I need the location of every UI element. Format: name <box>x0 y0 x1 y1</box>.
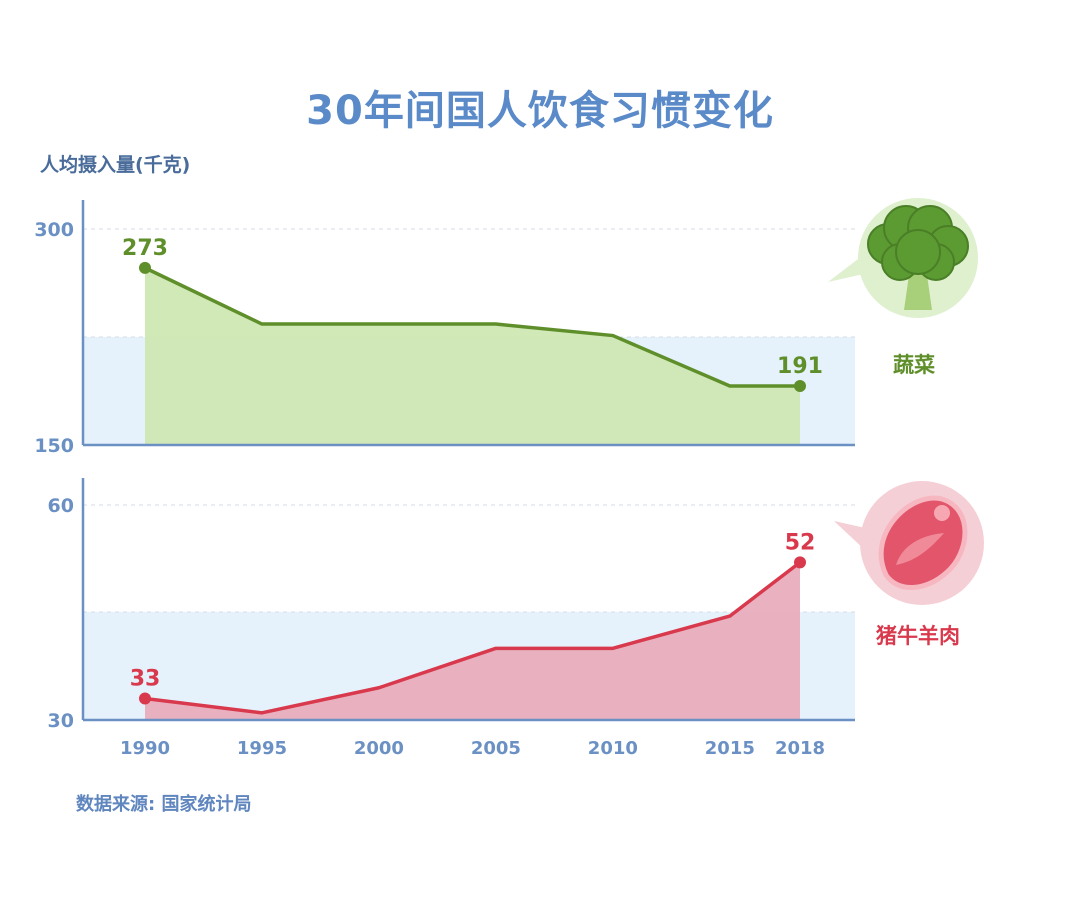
data-label: 33 <box>130 667 161 692</box>
data-point <box>794 379 806 392</box>
series-name-label: 蔬菜 <box>893 353 935 377</box>
x-tick-label: 2000 <box>354 738 404 759</box>
x-tick-label: 1995 <box>237 738 287 759</box>
data-label: 273 <box>122 236 168 261</box>
page-title: 30年间国人饮食习惯变化 <box>306 88 774 134</box>
meat-chart: 60 30 33 52 猪牛羊肉 <box>48 478 984 732</box>
broccoli-floret <box>895 229 941 275</box>
y-tick-label: 60 <box>48 495 74 517</box>
meat-bone <box>934 505 950 521</box>
x-tick-label: 2005 <box>471 738 521 759</box>
x-tick-label: 2018 <box>775 738 825 759</box>
data-point <box>794 556 806 569</box>
broccoli-icon <box>828 198 978 318</box>
data-label: 52 <box>785 530 816 555</box>
meat-fat-streak <box>896 533 944 565</box>
x-tick-label: 1990 <box>120 738 170 759</box>
series-name-label: 猪牛羊肉 <box>875 624 960 648</box>
vegetable-chart: 300 150 273 191 蔬菜 <box>34 198 978 457</box>
x-tick-label: 2010 <box>588 738 638 759</box>
y-axis-unit-label: 人均摄入量(千克) <box>40 154 191 176</box>
series-line <box>144 560 802 715</box>
series-area <box>145 267 800 445</box>
broccoli-stem <box>904 268 932 310</box>
series-area <box>145 562 800 720</box>
data-point <box>139 261 151 274</box>
data-point <box>139 692 151 705</box>
speech-tail <box>828 256 868 282</box>
y-tick-label: 30 <box>48 710 74 732</box>
data-label: 191 <box>777 354 823 379</box>
meat-steak-icon <box>834 481 984 605</box>
data-source-note: 数据来源: 国家统计局 <box>76 794 252 815</box>
series-line <box>144 266 800 388</box>
y-tick-label: 300 <box>34 219 74 241</box>
y-tick-label: 150 <box>34 435 74 457</box>
x-tick-label: 2015 <box>705 738 755 759</box>
